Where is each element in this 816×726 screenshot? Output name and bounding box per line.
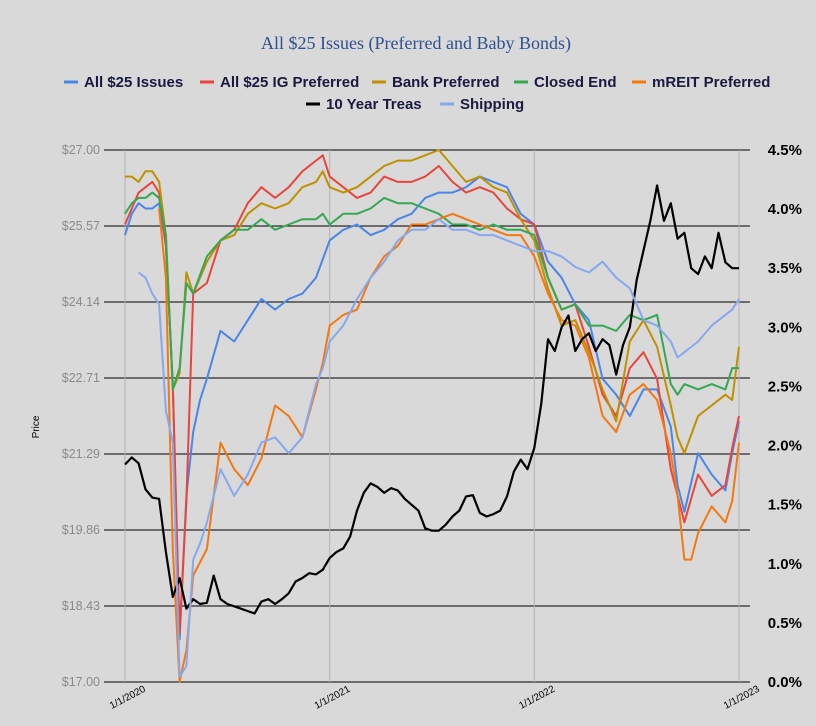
left-tick-label: $17.00: [62, 675, 100, 689]
right-tick-label: 1.5%: [768, 497, 802, 514]
series-line-5: [124, 184, 739, 615]
right-tick-label: 3.5%: [768, 260, 802, 277]
legend-label: All $25 Issues: [84, 74, 183, 91]
left-tick-label: $25.57: [62, 219, 100, 233]
left-tick-label: $21.29: [62, 447, 100, 461]
right-tick-label: 3.0%: [768, 319, 802, 336]
left-tick-label: $22.71: [62, 371, 100, 385]
series-line-4: [158, 208, 740, 683]
left-tick-label: $18.43: [62, 599, 100, 613]
x-tick-label: 1/1/2022: [517, 684, 557, 712]
right-tick-label: 4.5%: [768, 142, 802, 159]
right-tick-label: 0.0%: [768, 674, 802, 691]
legend-label: Closed End: [534, 74, 617, 91]
legend-label: 10 Year Treas: [326, 96, 422, 113]
x-tick-label: 1/1/2023: [722, 684, 762, 712]
legend-label: Bank Preferred: [392, 74, 500, 91]
x-tick-label: 1/1/2020: [108, 684, 148, 712]
legend-label: Shipping: [460, 96, 524, 113]
series-lines: [124, 149, 740, 683]
y-axis-label: Price: [31, 415, 42, 438]
x-tick-label: 1/1/2021: [313, 684, 353, 712]
legend-label: All $25 IG Preferred: [220, 74, 359, 91]
right-tick-label: 1.0%: [768, 556, 802, 573]
legend-label: mREIT Preferred: [652, 74, 770, 91]
right-tick-label: 4.0%: [768, 201, 802, 218]
legend: All $25 Issues All $25 IG Preferred Bank P…: [64, 74, 770, 113]
left-tick-label: $19.86: [62, 523, 100, 537]
left-tick-label: $24.14: [62, 295, 100, 309]
right-tick-label: 2.5%: [768, 378, 802, 395]
right-tick-label: 0.5%: [768, 615, 802, 632]
left-tick-label: $27.00: [62, 143, 100, 157]
grid: [104, 149, 750, 683]
series-line-6: [137, 218, 740, 678]
series-line-3: [124, 191, 739, 396]
right-tick-label: 2.0%: [768, 438, 802, 455]
chart-title: All $25 Issues (Preferred and Baby Bonds…: [261, 33, 571, 54]
series-line-1: [124, 154, 740, 636]
axis-ticks: $27.00 $25.57 $24.14 $22.71 $21.29 $19.86 $18.…: [62, 142, 802, 712]
